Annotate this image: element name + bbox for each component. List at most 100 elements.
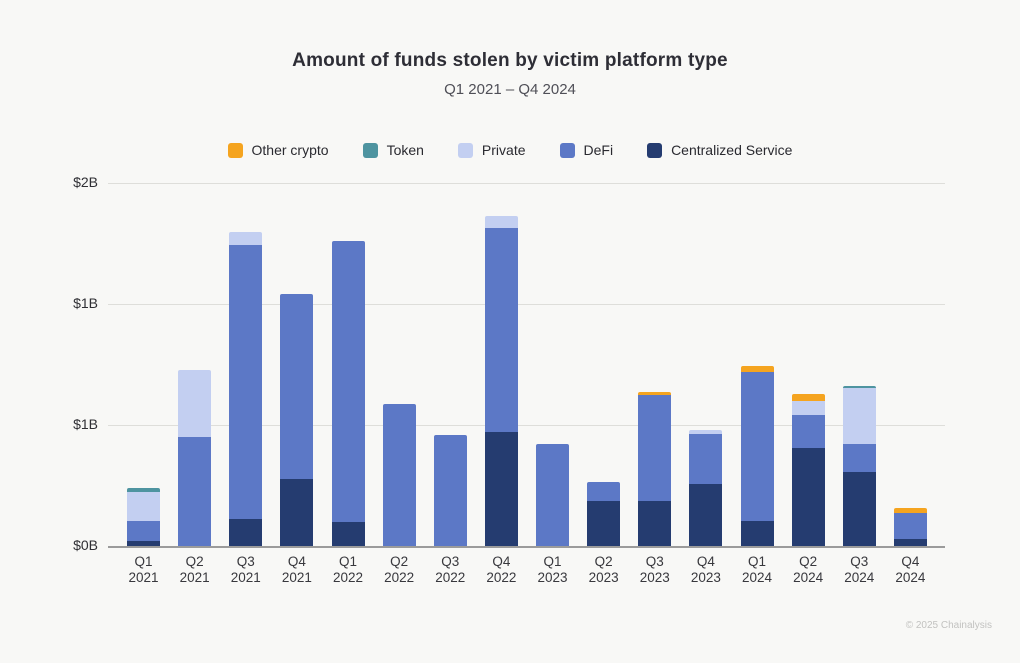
- bar-q3-2023: [638, 391, 672, 546]
- bar-segment-other-crypto: [740, 366, 774, 372]
- x-tick-quarter: Q3: [850, 554, 869, 569]
- x-tick-quarter: Q2: [799, 554, 818, 569]
- x-tick-year: 2024: [793, 570, 824, 585]
- x-tick-year: 2023: [639, 570, 670, 585]
- bar-segment-centralized-service: [484, 431, 518, 546]
- bar-segment-centralized-service: [638, 500, 672, 546]
- bar-segment-other-crypto: [893, 507, 927, 514]
- bar-segment-defi: [229, 244, 263, 519]
- bar-q3-2024: [842, 386, 876, 546]
- bar-segment-other-crypto: [638, 391, 672, 396]
- bar-segment-centralized-service: [893, 538, 927, 546]
- x-axis-tick-label: Q4 2024: [878, 554, 942, 586]
- legend-swatch-icon: [457, 142, 473, 158]
- bar-segment-defi: [536, 444, 570, 546]
- x-tick-quarter: Q2: [594, 554, 613, 569]
- bar-segment-defi: [331, 241, 365, 523]
- bar-segment-private: [229, 232, 263, 245]
- x-axis-tick-label: Q3 2021: [214, 554, 278, 586]
- bar-segment-private: [127, 491, 160, 521]
- x-axis-baseline: [108, 546, 945, 548]
- x-axis-tick-label: Q2 2022: [367, 554, 431, 586]
- legend-item-private: Private: [457, 142, 526, 158]
- legend: Other crypto Token Private DeFi Centralized …: [0, 142, 1020, 158]
- x-axis-tick-label: Q3 2023: [623, 554, 687, 586]
- bar-segment-defi: [893, 513, 927, 539]
- bar-segment-defi: [689, 433, 723, 485]
- bar-segment-defi: [791, 415, 825, 448]
- x-axis-tick-label: Q2 2024: [776, 554, 840, 586]
- x-tick-quarter: Q3: [236, 554, 255, 569]
- x-axis-tick-label: Q4 2021: [265, 554, 329, 586]
- legend-item-centralized-service: Centralized Service: [647, 142, 792, 158]
- chart-subtitle: Q1 2021 – Q4 2024: [444, 81, 576, 98]
- legend-label: Other crypto: [251, 142, 329, 158]
- x-tick-year: 2023: [690, 570, 721, 585]
- x-tick-year: 2024: [844, 570, 875, 585]
- bar-q4-2021: [280, 293, 314, 546]
- x-axis-tick-label: Q3 2022: [418, 554, 482, 586]
- bar-segment-defi: [280, 293, 314, 479]
- legend-item-defi: DeFi: [559, 142, 614, 158]
- x-tick-year: 2022: [486, 570, 517, 585]
- bar-segment-centralized-service: [587, 500, 621, 546]
- bar-segment-private: [791, 400, 825, 416]
- x-axis-tick-label: Q1 2024: [725, 554, 789, 586]
- bar-q3-2021: [229, 232, 263, 546]
- bar-segment-defi: [382, 404, 416, 546]
- bar-segment-defi: [484, 228, 518, 432]
- bar-segment-private: [689, 429, 723, 434]
- bar-segment-defi: [433, 435, 467, 546]
- legend-swatch-icon: [647, 142, 663, 158]
- bar-segment-centralized-service: [689, 484, 723, 546]
- bar-q3-2022: [433, 435, 467, 546]
- bar-q4-2022: [484, 215, 518, 546]
- x-tick-quarter: Q2: [185, 554, 204, 569]
- x-tick-year: 2024: [742, 570, 773, 585]
- x-tick-year: 2024: [895, 570, 926, 585]
- bar-segment-private: [842, 388, 876, 445]
- x-tick-year: 2022: [332, 570, 364, 585]
- bar-segment-private: [178, 369, 212, 438]
- bar-segment-token: [842, 386, 876, 389]
- bar-q4-2023: [689, 429, 723, 546]
- x-axis-tick-label: Q4 2022: [469, 554, 533, 586]
- bar-segment-defi: [638, 395, 672, 501]
- x-axis-tick-label: Q1 2022: [316, 554, 380, 586]
- legend-label: DeFi: [583, 142, 614, 158]
- bar-segment-centralized-service: [791, 448, 825, 546]
- bar-segment-centralized-service: [127, 540, 160, 546]
- gridline: [108, 304, 945, 305]
- x-axis-tick-label: Q2 2021: [163, 554, 227, 586]
- bar-segment-centralized-service: [229, 518, 263, 546]
- legend-item-other-crypto: Other crypto: [227, 142, 329, 158]
- plot-area: [108, 183, 945, 548]
- legend-swatch-icon: [362, 142, 378, 158]
- bar-segment-defi: [178, 437, 212, 546]
- bar-segment-defi: [127, 520, 160, 541]
- x-tick-quarter: Q1: [134, 554, 153, 569]
- chart-title: Amount of funds stolen by victim platfor…: [292, 50, 728, 71]
- x-tick-quarter: Q4: [287, 554, 306, 569]
- x-tick-quarter: Q4: [696, 554, 715, 569]
- x-tick-year: 2021: [281, 570, 312, 585]
- x-tick-quarter: Q3: [645, 554, 664, 569]
- bar-segment-centralized-service: [280, 478, 314, 546]
- gridline: [108, 424, 945, 426]
- bar-segment-token: [127, 488, 160, 492]
- x-tick-year: 2023: [588, 570, 619, 585]
- bar-segment-centralized-service: [842, 471, 876, 546]
- x-tick-quarter: Q2: [390, 554, 409, 569]
- x-tick-quarter: Q4: [901, 554, 920, 569]
- bar-segment-defi: [842, 444, 876, 472]
- legend-swatch-icon: [559, 142, 575, 158]
- bar-segment-other-crypto: [791, 393, 825, 401]
- x-tick-quarter: Q1: [339, 554, 358, 569]
- y-axis-tick-label: $0B: [73, 537, 98, 553]
- bar-q2-2022: [382, 404, 416, 546]
- legend-label: Private: [481, 142, 526, 158]
- bar-segment-defi: [740, 371, 774, 521]
- legend-item-token: Token: [362, 142, 424, 158]
- bar-segment-centralized-service: [740, 520, 774, 546]
- bar-segment-centralized-service: [331, 522, 365, 546]
